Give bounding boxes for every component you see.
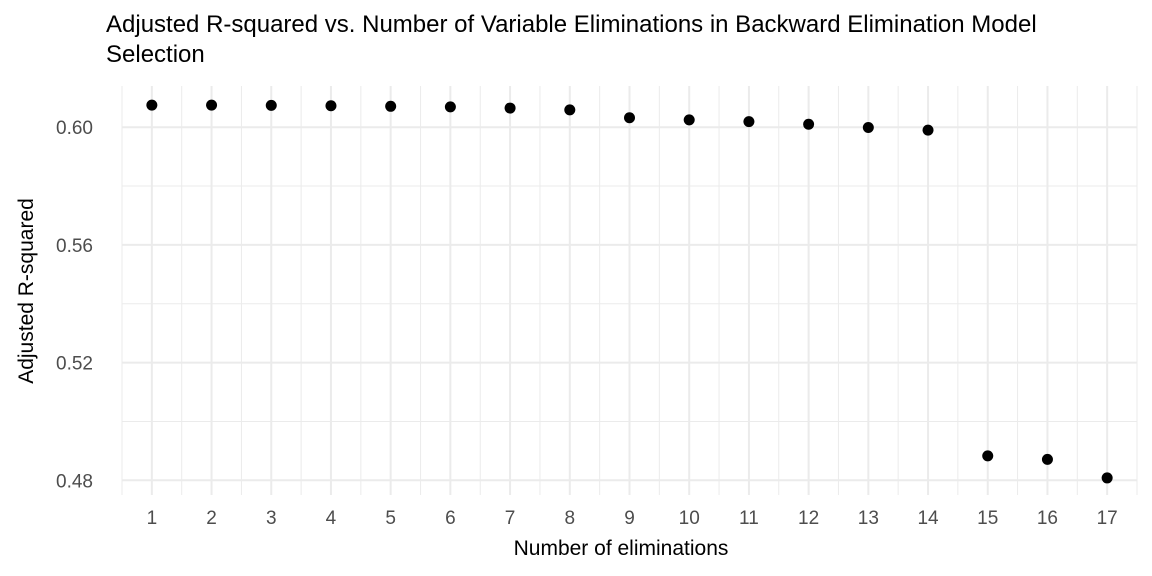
x-tick-labels: 1 2 3 4 5 6 7 8 9 10 11 12 13 14 15 16 17 bbox=[147, 508, 1118, 529]
y-tick-label: 0.52 bbox=[56, 354, 93, 375]
x-tick-label: 9 bbox=[624, 508, 635, 529]
x-tick-label: 5 bbox=[385, 508, 396, 529]
x-tick-label: 1 bbox=[147, 508, 158, 529]
x-tick-label: 4 bbox=[326, 508, 337, 529]
x-axis-title: Number of eliminations bbox=[514, 537, 729, 560]
y-tick-label: 0.60 bbox=[56, 118, 93, 139]
x-tick-label: 8 bbox=[565, 508, 576, 529]
data-point bbox=[385, 100, 397, 112]
y-tick-labels: 0.48 0.52 0.56 0.60 bbox=[56, 118, 93, 492]
x-tick-label: 13 bbox=[858, 508, 879, 529]
x-tick-label: 3 bbox=[266, 508, 277, 529]
x-tick-label: 11 bbox=[739, 508, 759, 529]
data-point bbox=[146, 99, 158, 111]
data-point bbox=[1041, 453, 1053, 465]
data-point bbox=[206, 99, 218, 111]
y-axis-title: Adjusted R-squared bbox=[15, 198, 38, 384]
data-point bbox=[862, 121, 874, 133]
x-tick-label: 10 bbox=[679, 508, 700, 529]
x-tick-label: 14 bbox=[917, 508, 939, 529]
data-point bbox=[624, 112, 635, 124]
data-point bbox=[922, 124, 934, 136]
x-tick-label: 15 bbox=[977, 508, 998, 529]
data-point bbox=[743, 116, 755, 128]
data-point bbox=[982, 450, 994, 462]
x-tick-label: 6 bbox=[445, 508, 456, 529]
data-point bbox=[803, 118, 815, 130]
major-gridlines bbox=[122, 86, 1137, 495]
data-point bbox=[444, 101, 456, 113]
y-tick-label: 0.48 bbox=[56, 471, 93, 492]
x-tick-label: 17 bbox=[1097, 508, 1118, 529]
data-points bbox=[146, 99, 1113, 484]
chart-title: Adjusted R-squared vs. Number of Variabl… bbox=[106, 11, 1037, 68]
y-tick-label: 0.56 bbox=[56, 236, 93, 257]
x-tick-label: 12 bbox=[798, 508, 819, 529]
data-point bbox=[1101, 472, 1113, 484]
x-tick-label: 7 bbox=[505, 508, 516, 529]
x-tick-label: 2 bbox=[206, 508, 217, 529]
data-point bbox=[504, 102, 516, 114]
data-point bbox=[325, 100, 337, 112]
data-point bbox=[564, 104, 576, 116]
data-point bbox=[683, 114, 695, 126]
data-point bbox=[265, 99, 277, 111]
x-tick-label: 16 bbox=[1037, 508, 1058, 529]
